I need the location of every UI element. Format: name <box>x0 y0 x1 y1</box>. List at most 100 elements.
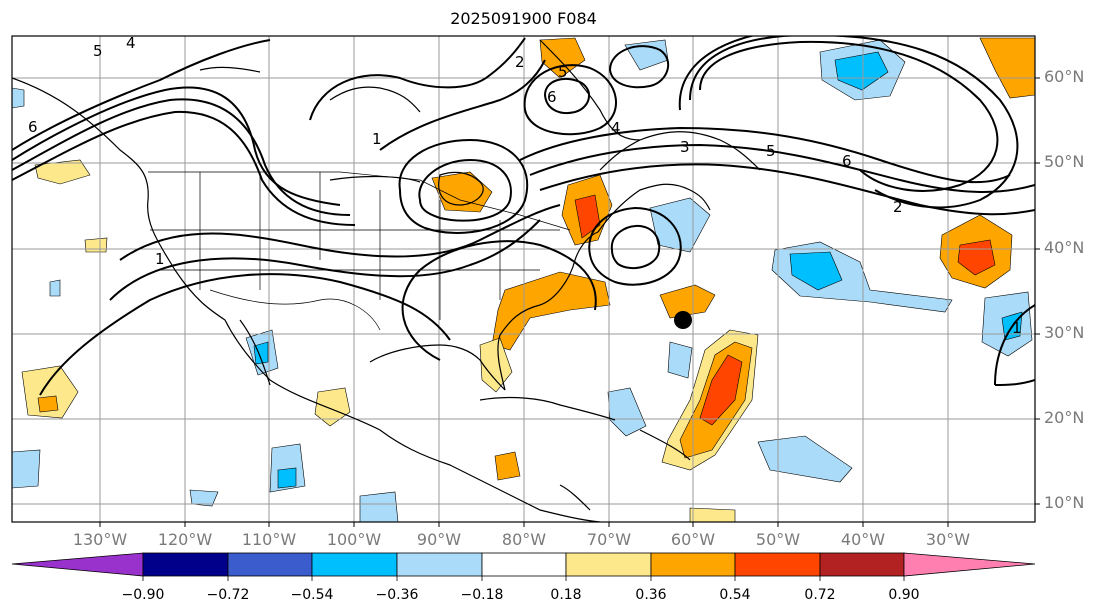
contour-label: 5 <box>558 63 568 81</box>
contour-label: 6 <box>28 118 38 136</box>
lat-label: 50°N <box>1044 152 1085 171</box>
height-contour <box>12 86 341 206</box>
colorbar-segment <box>11 552 144 577</box>
contour-label: 3 <box>680 138 690 156</box>
contour-label: 5 <box>766 142 776 160</box>
colorbar-tick-label: 0.36 <box>635 587 667 603</box>
height-contour <box>401 240 597 361</box>
anomaly-fill-negative <box>12 87 25 109</box>
height-contour <box>309 37 526 121</box>
colorbar-tick-label: −0.90 <box>121 587 165 603</box>
colorbar-tick-label: −0.18 <box>460 587 504 603</box>
contour-labels: 5 4 6 1 2 5 6 4 3 5 6 2 1 1 <box>28 34 1022 337</box>
anomaly-fill-strong <box>574 194 601 239</box>
height-contour <box>12 39 271 151</box>
height-contour <box>119 204 561 261</box>
anomaly-fill-strong <box>699 354 743 426</box>
anomaly-fill-strong-negative <box>789 251 843 291</box>
colorbar-tick-label: 0.72 <box>804 587 836 603</box>
anomaly-fill-positive <box>659 284 716 319</box>
height-contour <box>379 59 546 151</box>
lat-label: 40°N <box>1044 238 1085 257</box>
colorbar-tick-label: 0.18 <box>550 587 582 603</box>
anomaly-fill-negative <box>607 387 647 437</box>
height-contour <box>610 224 661 270</box>
anomaly-fill-positive <box>494 451 521 481</box>
colorbar-segment <box>734 552 821 577</box>
height-contour <box>539 163 1035 216</box>
anomaly-fill-weak <box>314 387 351 427</box>
colorbar-tick-label: 0.90 <box>888 587 920 603</box>
contour-label: 2 <box>515 53 525 71</box>
lon-label: 90°W <box>416 530 462 549</box>
height-contour <box>39 273 451 396</box>
lon-label: 120°W <box>157 530 213 549</box>
lon-label: 100°W <box>326 530 382 549</box>
colorbar <box>11 552 1036 581</box>
anomaly-fill-weak <box>34 159 91 185</box>
lon-label: 40°W <box>840 530 886 549</box>
colorbar-segment <box>565 552 652 577</box>
anomaly-fill-positive <box>491 271 611 351</box>
anomaly-fill-positive <box>979 37 1035 99</box>
height-contour <box>699 40 999 192</box>
storm-position-dot <box>674 311 692 329</box>
anomaly-fill-negative <box>12 449 41 489</box>
contour-label: 4 <box>611 119 621 137</box>
contour-label: 4 <box>126 34 136 52</box>
contour-label: 2 <box>893 198 903 216</box>
colorbar-segment <box>903 552 1036 577</box>
lon-label: 60°W <box>670 530 716 549</box>
height-contour <box>678 36 756 111</box>
height-contour <box>689 36 1019 209</box>
colorbar-segment <box>650 552 736 577</box>
colorbar-segment <box>396 552 483 577</box>
anomaly-fill-negative <box>359 491 399 522</box>
height-contour <box>588 206 682 286</box>
anomaly-fill-strong-negative <box>834 51 889 91</box>
height-contour <box>398 138 529 234</box>
height-contour <box>529 143 1035 193</box>
colorbar-segment <box>819 552 905 577</box>
height-contour <box>12 110 356 226</box>
colorbar-segment <box>227 552 313 577</box>
colorbar-tick-label: −0.72 <box>206 587 250 603</box>
contour-label: 1 <box>155 250 165 268</box>
anomaly-fill-negative <box>189 489 219 507</box>
anomaly-fill-weak <box>479 337 513 393</box>
colorbar-segment <box>311 552 398 577</box>
anomaly-fill-strong-negative <box>277 467 297 489</box>
lon-label: 70°W <box>586 530 632 549</box>
contour-label: 1 <box>1012 319 1022 337</box>
height-contour <box>608 45 670 89</box>
lat-label: 10°N <box>1044 493 1085 512</box>
anomaly-fill-weak <box>21 365 79 419</box>
colorbar-tick-label: −0.54 <box>290 587 334 603</box>
colorbar-segment <box>142 552 229 577</box>
colorbar-tick-label: 0.54 <box>719 587 751 603</box>
height-contour <box>418 158 512 222</box>
graticule <box>12 36 1035 522</box>
contour-label: 6 <box>842 152 852 170</box>
anomaly-fill-positive <box>37 395 59 413</box>
anomaly-fill-negative <box>667 341 693 379</box>
height-contour <box>523 64 617 136</box>
lat-label: 30°N <box>1044 323 1085 342</box>
anomaly-fill-negative <box>49 279 61 297</box>
contour-label: 5 <box>93 42 103 60</box>
height-contour <box>109 219 541 301</box>
height-contour <box>519 126 1011 184</box>
height-contour <box>543 77 590 114</box>
height-contours <box>12 36 1035 396</box>
colorbar-segment <box>481 552 567 577</box>
height-contour <box>994 304 1035 386</box>
lat-label: 60°N <box>1044 67 1085 86</box>
height-contour <box>994 379 1035 386</box>
anomaly-fill-layer <box>12 37 1035 522</box>
plot-title: 2025091900 F084 <box>450 9 597 28</box>
anomaly-fill-strong-negative <box>253 341 269 365</box>
lon-label: 50°W <box>755 530 801 549</box>
anomaly-fill-weak <box>689 507 736 522</box>
colorbar-tick-label: −0.36 <box>375 587 419 603</box>
